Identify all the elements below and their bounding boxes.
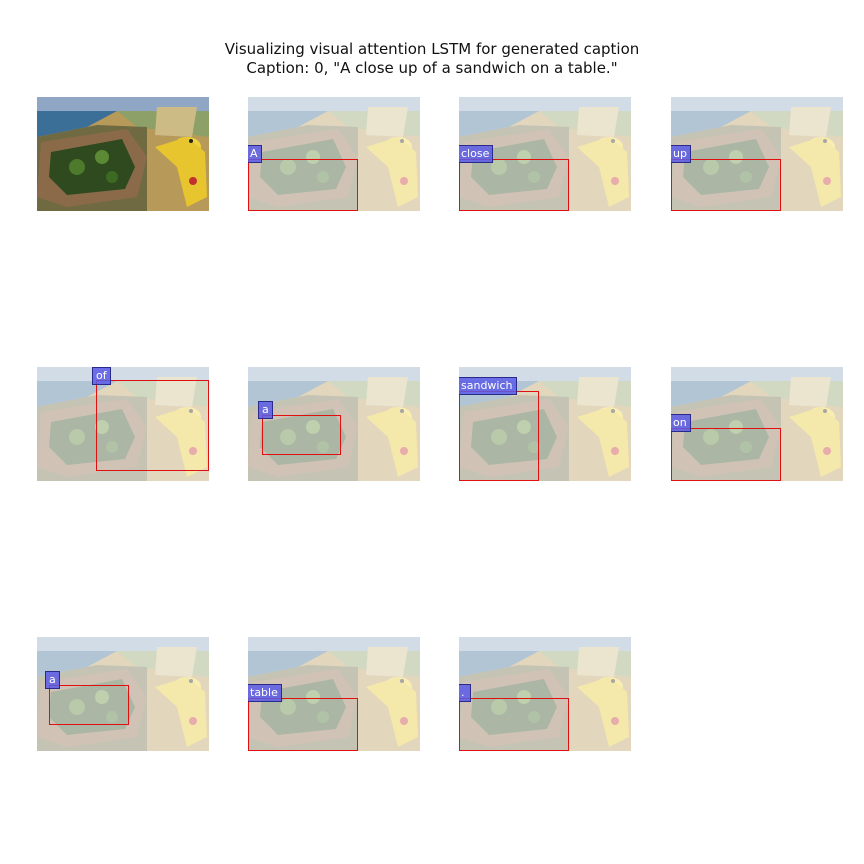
- panel-word-10: .: [459, 637, 631, 751]
- panel-word-4: of: [37, 367, 209, 481]
- word-label: sandwich: [459, 377, 517, 395]
- panel-word-7: on: [671, 367, 843, 481]
- word-label: a: [258, 401, 273, 419]
- panel-word-1: A: [248, 97, 420, 211]
- attention-box: [671, 159, 781, 211]
- title-line-2: Caption: 0, "A close up of a sandwich on…: [246, 59, 618, 77]
- attention-box: [248, 159, 358, 211]
- figure-title: Visualizing visual attention LSTM for ge…: [0, 40, 864, 78]
- panel-original: [37, 97, 209, 211]
- attention-box: [262, 415, 341, 455]
- word-label: of: [92, 367, 111, 385]
- original-image: [37, 97, 209, 211]
- title-line-1: Visualizing visual attention LSTM for ge…: [224, 40, 640, 58]
- word-label: up: [671, 145, 691, 163]
- word-label: on: [671, 414, 691, 432]
- panel-word-9: table: [248, 637, 420, 751]
- attention-box: [671, 428, 781, 481]
- panel-word-2: close: [459, 97, 631, 211]
- attention-box: [248, 698, 358, 751]
- attention-box: [96, 380, 209, 471]
- attention-image: [671, 367, 843, 481]
- attention-box: [459, 698, 569, 751]
- panel-word-5: a: [248, 367, 420, 481]
- attention-image: [671, 97, 843, 211]
- panel-word-3: up: [671, 97, 843, 211]
- word-label: A: [248, 145, 262, 163]
- attention-box: [459, 159, 569, 211]
- word-label: close: [459, 145, 494, 163]
- panel-word-8: a: [37, 637, 209, 751]
- attention-image: [248, 367, 420, 481]
- attention-image: [37, 367, 209, 481]
- panel-word-6: sandwich: [459, 367, 631, 481]
- word-label: a: [45, 671, 60, 689]
- attention-box: [49, 685, 129, 725]
- attention-box: [459, 391, 539, 481]
- attention-image: [459, 637, 631, 751]
- word-label: table: [248, 684, 282, 702]
- attention-image: [37, 637, 209, 751]
- attention-image: [248, 97, 420, 211]
- word-label: .: [459, 684, 471, 702]
